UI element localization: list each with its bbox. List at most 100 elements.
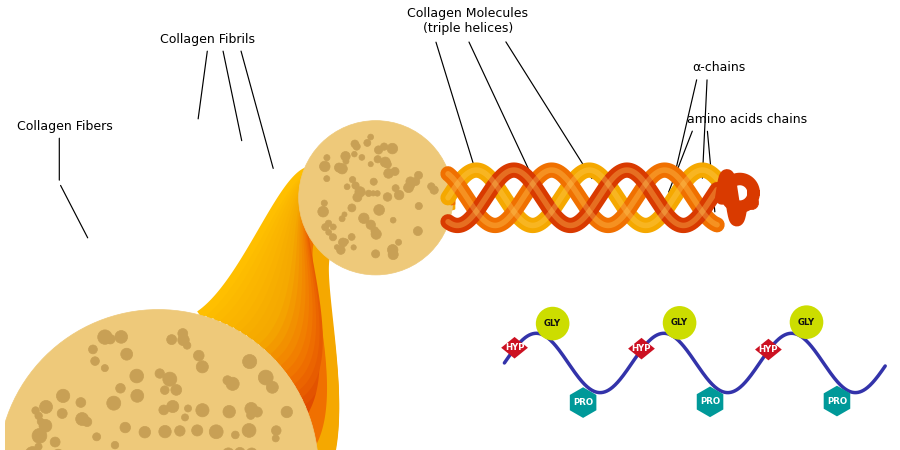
Circle shape	[337, 246, 345, 254]
Circle shape	[159, 405, 168, 415]
Circle shape	[374, 156, 382, 163]
Circle shape	[536, 307, 570, 340]
Text: HYP: HYP	[632, 344, 652, 353]
Circle shape	[403, 183, 413, 193]
Circle shape	[83, 417, 92, 427]
Circle shape	[210, 425, 223, 439]
Circle shape	[342, 212, 347, 217]
Circle shape	[387, 143, 398, 154]
Polygon shape	[824, 386, 850, 416]
Circle shape	[662, 306, 697, 340]
Circle shape	[158, 425, 171, 438]
Circle shape	[408, 181, 415, 189]
Circle shape	[272, 426, 281, 435]
Circle shape	[374, 205, 384, 216]
Circle shape	[391, 217, 396, 223]
Polygon shape	[283, 203, 312, 378]
Polygon shape	[307, 226, 333, 436]
Circle shape	[184, 405, 192, 412]
Circle shape	[107, 396, 121, 410]
Circle shape	[349, 176, 356, 183]
Circle shape	[235, 447, 245, 450]
Text: Collagen Molecules
(triple helices): Collagen Molecules (triple helices)	[408, 7, 528, 35]
Circle shape	[789, 306, 824, 339]
Circle shape	[112, 441, 119, 449]
Circle shape	[428, 183, 435, 190]
Circle shape	[341, 152, 350, 161]
Circle shape	[364, 140, 371, 146]
Text: HYP: HYP	[505, 343, 525, 352]
Circle shape	[348, 234, 356, 240]
Circle shape	[371, 191, 376, 196]
Circle shape	[406, 177, 415, 186]
Polygon shape	[197, 166, 318, 319]
Polygon shape	[570, 387, 597, 418]
Circle shape	[353, 193, 362, 202]
Circle shape	[370, 178, 377, 185]
Circle shape	[338, 238, 347, 247]
Circle shape	[166, 400, 179, 413]
Circle shape	[171, 384, 182, 395]
Circle shape	[368, 162, 373, 167]
Circle shape	[272, 435, 279, 442]
Circle shape	[318, 206, 328, 217]
Polygon shape	[212, 171, 315, 324]
Circle shape	[374, 146, 382, 154]
Circle shape	[243, 355, 256, 369]
Polygon shape	[313, 242, 338, 450]
Circle shape	[415, 171, 423, 180]
Circle shape	[324, 176, 329, 182]
Circle shape	[343, 239, 348, 244]
Polygon shape	[219, 174, 314, 326]
Circle shape	[91, 357, 99, 365]
Circle shape	[387, 244, 398, 255]
Circle shape	[76, 413, 88, 426]
Circle shape	[359, 154, 364, 160]
Circle shape	[121, 348, 132, 360]
Text: PRO: PRO	[700, 397, 720, 406]
Circle shape	[115, 331, 128, 343]
Polygon shape	[238, 182, 312, 337]
Polygon shape	[304, 222, 330, 428]
Circle shape	[116, 383, 125, 393]
Circle shape	[355, 187, 365, 197]
Circle shape	[320, 161, 330, 172]
Circle shape	[25, 446, 40, 450]
Circle shape	[353, 143, 360, 150]
Circle shape	[231, 431, 239, 439]
Circle shape	[334, 245, 339, 250]
Circle shape	[249, 405, 256, 413]
Circle shape	[105, 334, 115, 344]
Circle shape	[50, 437, 60, 447]
Polygon shape	[309, 230, 335, 444]
Circle shape	[380, 157, 391, 167]
Polygon shape	[257, 190, 311, 350]
Circle shape	[392, 184, 400, 192]
Circle shape	[0, 310, 319, 450]
Circle shape	[178, 328, 188, 338]
Circle shape	[384, 161, 392, 168]
Polygon shape	[302, 217, 328, 411]
Circle shape	[394, 190, 404, 200]
Circle shape	[37, 418, 44, 425]
Circle shape	[245, 402, 257, 415]
Polygon shape	[295, 212, 323, 397]
Circle shape	[102, 364, 108, 372]
Circle shape	[196, 361, 209, 373]
Circle shape	[182, 414, 188, 421]
Circle shape	[76, 398, 86, 407]
Polygon shape	[313, 249, 339, 450]
Circle shape	[192, 425, 202, 436]
Circle shape	[321, 200, 328, 206]
Text: GLY: GLY	[798, 318, 815, 327]
Text: PRO: PRO	[827, 396, 847, 405]
Circle shape	[351, 245, 356, 250]
Circle shape	[372, 250, 380, 258]
Circle shape	[366, 220, 375, 230]
Circle shape	[415, 202, 422, 210]
Polygon shape	[312, 237, 337, 450]
Circle shape	[368, 134, 373, 140]
Circle shape	[338, 164, 347, 174]
Circle shape	[196, 404, 209, 417]
Circle shape	[98, 330, 112, 344]
